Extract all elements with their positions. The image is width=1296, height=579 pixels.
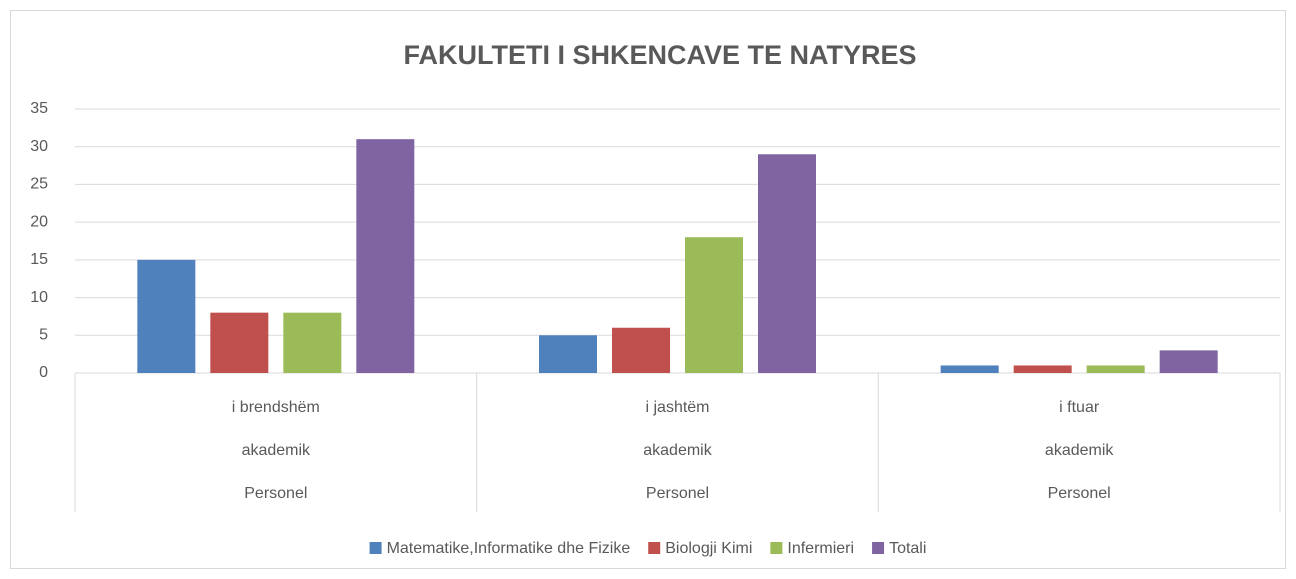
x-tick-label: akademik — [242, 442, 311, 459]
bar — [940, 365, 999, 373]
legend-label: Infermieri — [787, 540, 854, 557]
legend-label: Biologji Kimi — [665, 540, 752, 557]
x-tick-label: akademik — [643, 442, 712, 459]
bar — [283, 312, 342, 373]
y-tick-label: 30 — [30, 138, 48, 155]
bar — [1159, 350, 1218, 373]
legend-swatch — [872, 542, 885, 554]
legend-swatch — [770, 542, 783, 554]
y-tick-label: 20 — [30, 213, 48, 230]
legend-swatch — [648, 542, 661, 554]
bar — [356, 139, 415, 373]
bar — [612, 327, 670, 373]
x-tick-label: i brendshëm — [232, 399, 320, 416]
bar — [1013, 365, 1072, 373]
x-tick-label: akademik — [1045, 442, 1114, 459]
legend-label: Matematike,Informatike dhe Fizike — [387, 540, 631, 557]
bar — [210, 312, 269, 373]
x-tick-label: i jashtëm — [645, 399, 709, 416]
bar — [685, 237, 743, 373]
y-tick-label: 10 — [30, 289, 48, 306]
x-tick-label: Personel — [646, 485, 709, 502]
bar — [1086, 365, 1145, 373]
y-tick-label: 5 — [39, 327, 48, 344]
x-tick-label: Personel — [1048, 485, 1111, 502]
bar — [539, 335, 597, 373]
chart-title: FAKULTETI I SHKENCAVE TE NATYRES — [403, 40, 916, 70]
y-tick-label: 25 — [30, 176, 48, 193]
x-tick-label: Personel — [244, 485, 307, 502]
legend-swatch — [369, 542, 382, 554]
bar — [137, 259, 196, 373]
y-tick-label: 35 — [30, 100, 48, 117]
chart-border — [10, 10, 1286, 569]
bar — [758, 154, 816, 373]
y-tick-label: 15 — [30, 251, 48, 268]
x-tick-label: i ftuar — [1059, 399, 1100, 416]
y-tick-label: 0 — [39, 364, 48, 381]
legend-label: Totali — [889, 540, 926, 557]
